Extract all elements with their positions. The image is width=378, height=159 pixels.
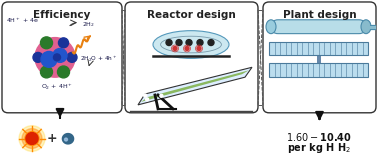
Circle shape: [67, 52, 77, 62]
FancyBboxPatch shape: [271, 20, 366, 34]
Circle shape: [19, 126, 45, 151]
Bar: [370, 25, 375, 29]
Circle shape: [25, 132, 39, 145]
Text: O$_2$ + 4H$^+$: O$_2$ + 4H$^+$: [41, 82, 73, 92]
Text: Reactor design: Reactor design: [147, 10, 236, 20]
FancyBboxPatch shape: [263, 2, 376, 113]
Bar: [269, 41, 368, 55]
Circle shape: [166, 40, 172, 45]
Circle shape: [54, 54, 60, 61]
Text: 4H$^+$ + 4e: 4H$^+$ + 4e: [6, 16, 39, 25]
Text: per kg H H$_2$: per kg H H$_2$: [288, 142, 352, 156]
Text: +: +: [47, 132, 57, 145]
Polygon shape: [141, 70, 249, 102]
Bar: [316, 41, 321, 77]
Circle shape: [53, 48, 67, 62]
Ellipse shape: [361, 20, 371, 34]
Text: $1.60 - $10.40: $1.60 - $10.40: [287, 131, 353, 143]
Circle shape: [144, 94, 147, 97]
Circle shape: [33, 52, 43, 62]
Circle shape: [65, 138, 68, 141]
Polygon shape: [62, 133, 74, 145]
Circle shape: [146, 98, 149, 101]
Circle shape: [186, 40, 192, 45]
Text: Efficiency: Efficiency: [33, 10, 91, 20]
Circle shape: [22, 129, 42, 148]
Text: 2H$_2$O + 4h$^+$: 2H$_2$O + 4h$^+$: [80, 54, 118, 64]
FancyBboxPatch shape: [2, 2, 122, 113]
Circle shape: [40, 37, 53, 49]
Circle shape: [197, 46, 201, 50]
FancyBboxPatch shape: [125, 2, 258, 113]
Circle shape: [40, 66, 53, 78]
Circle shape: [59, 38, 68, 48]
Polygon shape: [138, 67, 252, 105]
Circle shape: [208, 40, 214, 45]
Circle shape: [173, 46, 177, 50]
Circle shape: [160, 94, 163, 97]
Circle shape: [35, 38, 75, 77]
Circle shape: [185, 46, 189, 50]
Circle shape: [41, 52, 57, 67]
Ellipse shape: [266, 20, 276, 34]
Circle shape: [26, 133, 38, 145]
Circle shape: [197, 40, 203, 45]
Bar: [269, 63, 368, 77]
Ellipse shape: [153, 31, 229, 58]
Text: 2H$_2$: 2H$_2$: [82, 20, 95, 29]
Circle shape: [176, 40, 182, 45]
Circle shape: [57, 66, 70, 78]
Text: Plant design: Plant design: [283, 10, 356, 20]
